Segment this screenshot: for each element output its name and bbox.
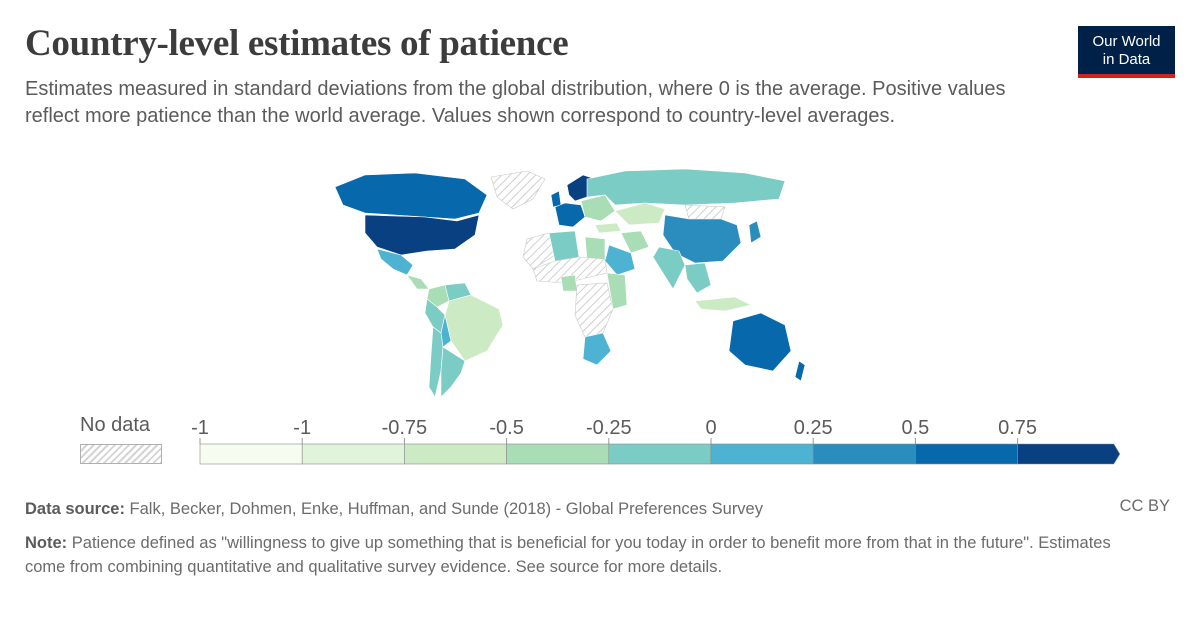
legend-tick-label: -0.75 — [382, 417, 428, 439]
legend-bin-8[interactable] — [915, 443, 1018, 465]
legend-tick-label: -1 — [293, 417, 311, 439]
region-east-africa[interactable] — [606, 272, 628, 310]
world-map[interactable] — [265, 165, 805, 405]
legend-tick-label: 0.25 — [794, 417, 833, 439]
region-mongolia[interactable] — [684, 204, 726, 220]
note: Note: Patience defined as "willingness t… — [25, 531, 1155, 579]
legend-no-data-swatch[interactable] — [80, 444, 162, 464]
region-eastern-europe[interactable] — [580, 194, 616, 222]
region-algeria[interactable] — [548, 230, 580, 262]
legend-tick-label: -0.25 — [586, 417, 632, 439]
region-indonesia[interactable] — [694, 296, 752, 312]
legend-bin-1[interactable] — [199, 443, 303, 465]
owid-logo[interactable]: Our World in Data — [1078, 26, 1175, 78]
region-argentina[interactable] — [440, 346, 466, 398]
region-sahel[interactable] — [532, 256, 608, 284]
legend-bin-2[interactable] — [301, 443, 405, 465]
region-western-europe[interactable] — [554, 202, 586, 228]
region-south-africa[interactable] — [582, 332, 612, 366]
region-central-america[interactable] — [406, 274, 430, 290]
legend-color-scale[interactable]: -1 -1 -0.75 -0.5 -0.25 0 0.25 0.5 0.75 — [190, 408, 1130, 470]
region-new-zealand[interactable] — [794, 360, 805, 382]
region-russia[interactable] — [586, 168, 786, 206]
logo-line-1: Our World — [1092, 33, 1161, 50]
chart-subtitle: Estimates measured in standard deviation… — [25, 78, 1006, 127]
license-text[interactable]: CC BY — [1119, 497, 1170, 515]
region-canada[interactable] — [334, 172, 488, 220]
data-source-label: Data source: — [25, 500, 125, 518]
region-greenland[interactable] — [490, 170, 546, 210]
region-north-africa[interactable] — [522, 232, 556, 270]
legend-tick-label: -0.5 — [489, 417, 523, 439]
region-central-africa[interactable] — [574, 282, 614, 338]
region-iran[interactable] — [620, 230, 650, 254]
region-turkey[interactable] — [594, 222, 622, 234]
legend-bin-7[interactable] — [812, 443, 916, 465]
data-source: Data source: Falk, Becker, Dohmen, Enke,… — [25, 497, 763, 521]
legend-no-data-label: No data — [80, 414, 151, 436]
note-label: Note: — [25, 534, 68, 552]
region-saudi-arabia[interactable] — [604, 244, 636, 276]
legend-tick-label: -1 — [191, 417, 209, 439]
legend-tick-label: 0.5 — [901, 417, 929, 439]
region-united-kingdom[interactable] — [550, 190, 562, 208]
legend-bin-3[interactable] — [404, 443, 507, 465]
region-india[interactable] — [652, 246, 686, 290]
legend-bin-9[interactable] — [1017, 443, 1121, 465]
note-text: Patience defined as "willingness to give… — [25, 534, 1111, 576]
data-source-text[interactable]: Falk, Becker, Dohmen, Enke, Huffman, and… — [129, 500, 763, 518]
region-chile[interactable] — [428, 326, 444, 398]
region-colombia[interactable] — [426, 284, 450, 308]
region-china[interactable] — [662, 214, 742, 264]
region-nigeria[interactable] — [560, 274, 578, 292]
legend-bin-5[interactable] — [608, 443, 712, 465]
region-kazakhstan[interactable] — [614, 202, 666, 226]
region-brazil[interactable] — [444, 294, 504, 362]
region-egypt[interactable] — [584, 236, 606, 260]
legend-bin-6[interactable] — [710, 443, 814, 465]
legend-bin-4[interactable] — [506, 443, 610, 465]
legend-tick-label: 0 — [705, 417, 716, 439]
region-australia[interactable] — [728, 312, 792, 372]
region-japan[interactable] — [748, 220, 762, 244]
region-united-states[interactable] — [364, 214, 480, 256]
logo-line-2: in Data — [1102, 51, 1151, 68]
region-southeast-asia[interactable] — [684, 262, 712, 294]
legend-tick-label: 0.75 — [998, 417, 1037, 439]
chart-title: Country-level estimates of patience — [25, 23, 569, 64]
